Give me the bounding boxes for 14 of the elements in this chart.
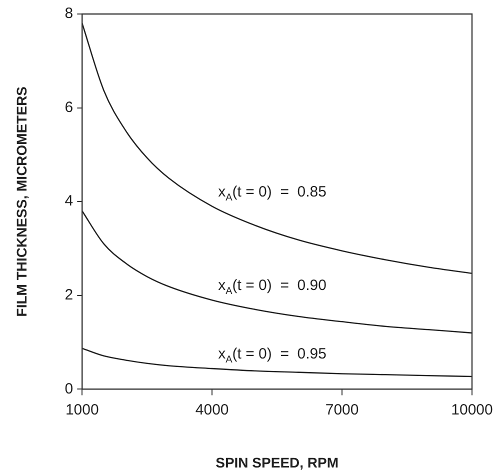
y-tick-label: 2	[64, 286, 74, 304]
line-series	[82, 210, 472, 334]
line-series	[82, 348, 472, 378]
y-tick-label: 0	[64, 380, 74, 398]
x-axis-title: SPIN SPEED, RPM	[216, 454, 339, 470]
x-tick-label: 10000	[451, 401, 493, 418]
y-tick-label: 6	[64, 98, 74, 116]
x-tick-label: 7000	[325, 401, 359, 418]
y-tick-label: 8	[64, 5, 74, 22]
x-tick-label: 4000	[195, 401, 229, 418]
x-tick-label: 1000	[65, 401, 99, 418]
line-series	[82, 22, 472, 274]
y-tick-label: 4	[64, 192, 74, 210]
y-axis-title: FILM THICKNESS, MICROMETERS	[13, 86, 30, 317]
